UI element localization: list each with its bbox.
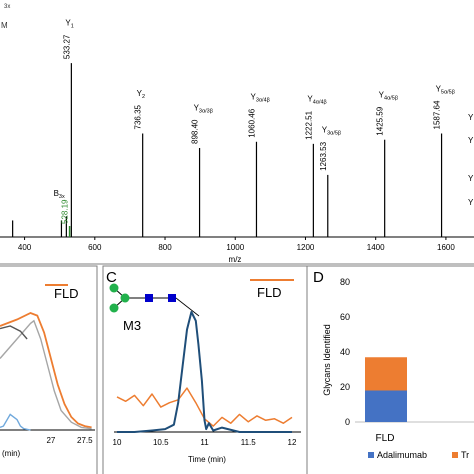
mannose-circle-icon <box>120 293 130 303</box>
panel-d-y-tick-label: 40 <box>340 347 350 357</box>
panel-b-lines <box>0 312 92 431</box>
ms-right-ion-label: Y <box>468 136 474 145</box>
panel-b-series-line <box>0 325 28 340</box>
ms-x-tick-label: 800 <box>158 243 172 252</box>
panel-d-bars <box>365 357 407 422</box>
panel-d-category-label: FLD <box>376 433 395 444</box>
ms-ion-label: Y3α/5β <box>322 126 341 137</box>
panel-b-series-line <box>0 413 31 431</box>
ms-peak-value-label: 528.19 <box>61 199 70 224</box>
ms-ion-label: Y5α/5β <box>436 84 455 95</box>
glycan-m3-structure <box>109 283 200 317</box>
panel-c-tick-label: 11 <box>200 438 209 447</box>
ms-x-tick-label: 600 <box>88 243 102 252</box>
panel-c-tick-label: 12 <box>288 438 297 447</box>
panel-c-lines <box>116 311 293 433</box>
ms-ion-label: Y3α/3β <box>194 103 213 114</box>
ms-x-tick-label: 1000 <box>226 243 244 252</box>
panel-d-y-label: Glycans Identified <box>322 324 332 396</box>
panel-d-y-ticks: 0 20 40 60 80 <box>340 277 350 427</box>
ms-ion-label: Y1 <box>65 19 73 30</box>
panel-c-tick-label: 11.5 <box>241 438 257 447</box>
ms-peak-value-label: 898.40 <box>191 119 200 144</box>
ms-ion-label: B3x <box>54 189 65 200</box>
ms-peak-value-label: 1263.53 <box>319 141 328 170</box>
glcnac-square-icon <box>168 294 176 302</box>
panel-c-tick-label: 10 <box>113 438 122 447</box>
panel-c-x-label: Time (min) <box>188 455 226 464</box>
ms-peak-value-label: 1587.64 <box>433 100 442 129</box>
ms-peak-value-label: 1060.46 <box>247 108 256 137</box>
panel-b-ticks: 27 27.5 <box>46 436 93 445</box>
ms-x-tick-label: 1600 <box>437 243 455 252</box>
ms-ion-label: Y3α/4β <box>250 93 269 104</box>
panel-d-y-tick-label: 0 <box>345 417 350 427</box>
ms-ion-label: Y4α/5β <box>379 91 398 102</box>
panel-d-bar-segment <box>365 390 407 422</box>
clipped-label-m: M <box>1 21 8 30</box>
legend-label-second: Tr <box>461 450 469 460</box>
ms-x-tick-label: 1200 <box>297 243 315 252</box>
panel-c-legend-label: FLD <box>257 285 282 300</box>
ms-right-edge-labels: Y Y Y Y <box>468 113 474 207</box>
ms-peak-value-label: 533.27 <box>62 34 71 59</box>
ms-spectrum-panel: 3x M 400 600 800 1000 1200 1400 1600 528.19B3x… <box>0 4 474 265</box>
clipped-label-3x: 3x <box>4 4 10 10</box>
ms-peaks-group <box>12 63 443 237</box>
panel-c-letter: C <box>106 269 117 286</box>
ms-peak-value-label: 736.35 <box>134 104 143 129</box>
panel-d-y-tick-label: 20 <box>340 382 350 392</box>
panel-c: C FLD M3 10 10.5 11 11.5 12 Time (min) <box>102 265 308 474</box>
ms-x-tick-label: 400 <box>18 243 32 252</box>
ms-panel-frame <box>0 263 474 265</box>
panel-d-letter: D <box>313 269 324 286</box>
ms-right-ion-label: Y <box>468 198 474 207</box>
panel-b-series-line <box>0 312 92 429</box>
ms-ion-label: Y2 <box>137 89 145 100</box>
panel-d-y-tick-label: 80 <box>340 277 350 287</box>
glycan-label: M3 <box>123 318 141 333</box>
panel-b-tick-label: 27.5 <box>77 436 93 445</box>
ms-x-tick-label: 1400 <box>367 243 385 252</box>
panel-d-frame <box>306 265 474 474</box>
panel-d-bar-segment <box>365 357 407 391</box>
panel-b-x-label: (min) <box>2 449 21 458</box>
panel-c-ticks: 10 10.5 11 11.5 12 <box>113 438 297 447</box>
ms-right-ion-label: Y <box>468 174 474 183</box>
panel-b: FLD 27 27.5 (min) <box>0 265 98 474</box>
glycan-pointer-line <box>175 297 200 317</box>
ms-x-ticks-group: 400 600 800 1000 1200 1400 1600 <box>18 237 455 252</box>
mannose-circle-icon <box>109 283 119 293</box>
ms-peak-value-label: 1425.59 <box>376 106 385 135</box>
panel-c-series-line <box>117 311 292 433</box>
legend-swatch-second <box>452 452 458 458</box>
panel-b-series-line <box>0 319 92 430</box>
legend-swatch-adalimumab <box>368 452 374 458</box>
ms-ion-label: Y4α/4β <box>307 95 326 106</box>
panel-b-tick-label: 27 <box>46 436 55 445</box>
panel-c-tick-label: 10.5 <box>153 438 169 447</box>
legend-label-adalimumab: Adalimumab <box>377 450 427 460</box>
panel-d-y-tick-label: 60 <box>340 312 350 322</box>
ms-peak-value-label: 1222.51 <box>304 110 313 139</box>
glcnac-square-icon <box>145 294 153 302</box>
ms-x-axis-label: m/z <box>229 255 242 264</box>
mannose-circle-icon <box>109 303 119 313</box>
panel-b-legend-label: FLD <box>54 286 79 301</box>
ms-right-ion-label: Y <box>468 113 474 122</box>
panel-d: D Glycans Identified 0 20 40 60 80 FLD Adali… <box>306 265 474 474</box>
panel-b-frame <box>0 265 98 474</box>
